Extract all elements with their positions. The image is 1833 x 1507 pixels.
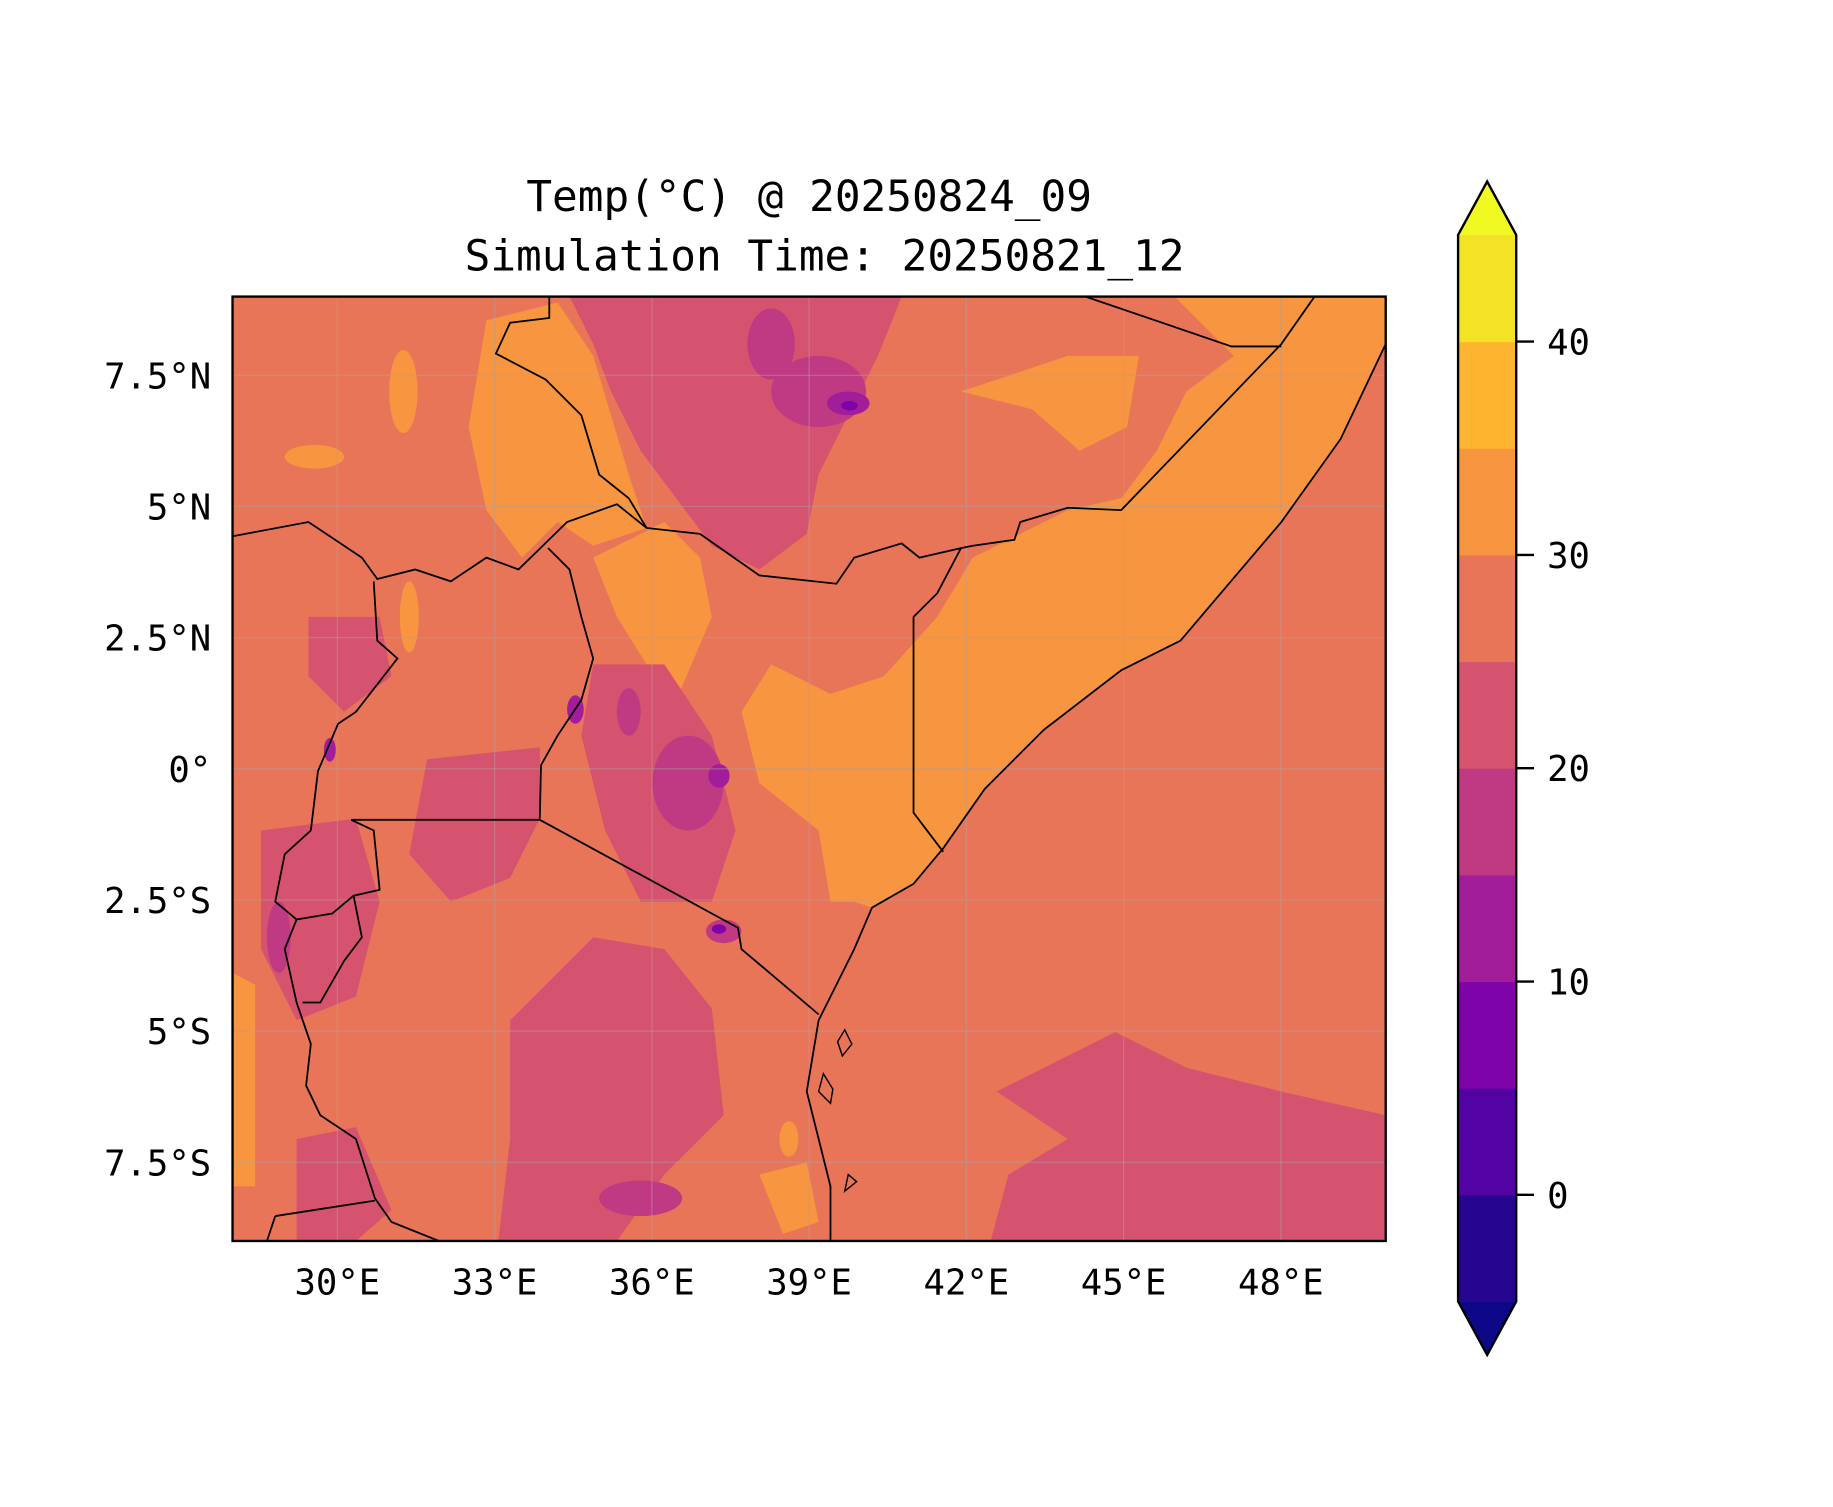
grid-lines: [232, 296, 1386, 1241]
y-tick-label: 7.5°S: [104, 1143, 211, 1184]
map-frame: [231, 295, 1387, 1243]
y-axis-ticks: 7.5°N 5°N 2.5°N 0° 2.5°S 5°S 7.5°S: [104, 356, 211, 1184]
colorbar-tick-label: 10: [1547, 963, 1590, 1004]
colorbar-tick-label: 20: [1547, 749, 1590, 790]
field-20-25: [261, 296, 1386, 1241]
colorbar-under-extension: [1458, 1301, 1517, 1355]
field-5-10: [711, 401, 858, 934]
x-axis-ticks: 30°E 33°E 36°E 39°E 42°E 45°E 48°E: [295, 1262, 1324, 1303]
y-tick-label: 0°: [168, 750, 211, 791]
colorbar-tick-label: 30: [1547, 536, 1590, 577]
colorbar-tick-label: 0: [1547, 1176, 1568, 1217]
colorbar-segment: [1458, 981, 1517, 1089]
colorbar-segment: [1458, 1088, 1517, 1196]
colorbar-segment: [1458, 768, 1517, 876]
x-tick-label: 36°E: [609, 1262, 695, 1303]
field-30-35: [232, 296, 1386, 1234]
x-tick-label: 42°E: [924, 1262, 1010, 1303]
y-tick-label: 2.5°S: [104, 881, 211, 922]
x-tick-label: 33°E: [452, 1262, 538, 1303]
colorbar-segment: [1458, 341, 1517, 449]
y-tick-label: 5°S: [147, 1012, 211, 1053]
x-tick-label: 45°E: [1081, 1262, 1167, 1303]
colorbar-segment: [1458, 234, 1517, 343]
colorbar-outline: [1456, 179, 1518, 1358]
x-tick-label: 30°E: [295, 1262, 381, 1303]
country-borders: [232, 296, 1386, 1241]
map-area: [232, 296, 1386, 1241]
colorbar-segment: [1458, 874, 1517, 983]
colorbar-segment: [1458, 554, 1517, 663]
x-tick-label: 48°E: [1238, 1262, 1324, 1303]
colorbar-segment: [1458, 1194, 1517, 1303]
chart-title-line2: Simulation Time: 20250821_12: [465, 231, 1185, 281]
y-tick-label: 7.5°N: [104, 356, 211, 397]
colorbar-segment: [1458, 661, 1517, 769]
islands: [817, 1028, 858, 1193]
colorbar-over-extension: [1458, 181, 1517, 235]
colorbar-tick-label: 40: [1547, 323, 1590, 364]
x-tick-label: 39°E: [766, 1262, 852, 1303]
y-tick-label: 2.5°N: [104, 619, 211, 660]
chart-title-line1: Temp(°C) @ 20250824_09: [526, 172, 1092, 222]
colorbar-segment: [1458, 448, 1517, 556]
colorbar: 0 10 20 30 40: [1456, 179, 1590, 1358]
y-tick-label: 5°N: [147, 488, 211, 529]
